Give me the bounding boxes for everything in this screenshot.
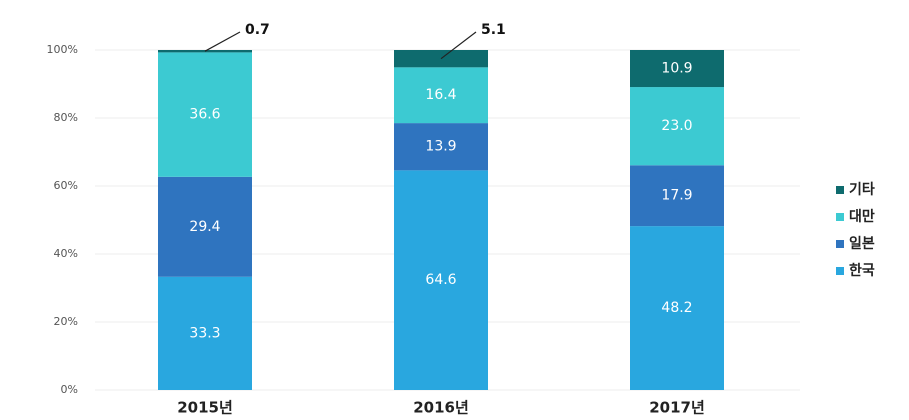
leader-line xyxy=(440,31,477,60)
bar-segment xyxy=(158,50,252,53)
legend-label: 대만 xyxy=(849,209,875,225)
data-label: 23.0 xyxy=(661,118,692,134)
data-label: 0.7 xyxy=(245,22,270,38)
bar-segment xyxy=(394,170,488,390)
data-label: 5.1 xyxy=(481,22,506,38)
bar-segment xyxy=(630,165,724,227)
data-label: 10.9 xyxy=(661,61,692,77)
data-label: 17.9 xyxy=(661,188,692,204)
legend-label: 일본 xyxy=(849,236,875,252)
data-label: 13.9 xyxy=(425,139,456,155)
legend-swatch xyxy=(836,186,844,194)
bar-segment xyxy=(630,87,724,166)
x-tick-label: 2015년 xyxy=(177,399,233,417)
bar-segment xyxy=(158,176,252,277)
bar-segment xyxy=(394,67,488,124)
x-tick-label: 2017년 xyxy=(649,399,705,417)
leader-line xyxy=(204,31,241,52)
legend-swatch xyxy=(836,213,844,221)
y-tick-label: 0% xyxy=(61,383,78,396)
y-tick-label: 20% xyxy=(54,315,78,328)
legend-swatch xyxy=(836,240,844,248)
y-tick-label: 100% xyxy=(47,43,78,56)
bar-segment xyxy=(158,276,252,390)
data-label: 48.2 xyxy=(661,300,692,316)
bar-segment xyxy=(394,123,488,171)
x-tick-label: 2016년 xyxy=(413,399,469,417)
y-tick-label: 60% xyxy=(54,179,78,192)
legend-label: 기타 xyxy=(849,182,875,198)
bar-segment xyxy=(630,50,724,88)
data-label: 29.4 xyxy=(189,219,220,235)
bar-segment xyxy=(158,52,252,177)
y-tick-label: 40% xyxy=(54,247,78,260)
data-label: 16.4 xyxy=(425,87,456,103)
y-tick-label: 80% xyxy=(54,111,78,124)
data-label: 36.6 xyxy=(189,107,220,123)
data-label: 33.3 xyxy=(189,325,220,341)
bar-segment xyxy=(630,226,724,390)
legend-swatch xyxy=(836,267,844,275)
legend-label: 한국 xyxy=(849,263,875,279)
data-label: 64.6 xyxy=(425,272,456,288)
